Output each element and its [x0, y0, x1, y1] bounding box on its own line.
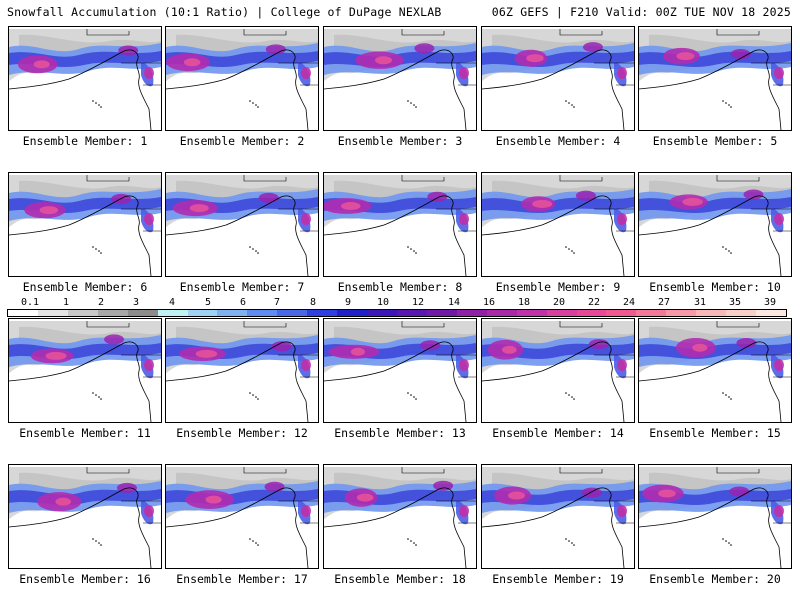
colorbar-tick-label: 1 — [62, 297, 70, 308]
ensemble-map-panel — [8, 172, 162, 277]
colorbar-swatch — [67, 310, 98, 316]
colorbar-swatch — [486, 310, 517, 316]
colorbar-tick-label: 7 — [273, 297, 281, 308]
ensemble-member-label: Ensemble Member: 12 — [176, 426, 308, 440]
colorbar-tick-label: 16 — [482, 297, 496, 308]
colorbar-tick-label: 12 — [411, 297, 425, 308]
ensemble-map-panel — [638, 172, 792, 277]
ensemble-map-panel — [323, 318, 477, 423]
ensemble-map-panel — [638, 318, 792, 423]
colorbar-swatch — [546, 310, 577, 316]
colorbar-swatch — [606, 310, 637, 316]
colorbar-tick-label: 39 — [763, 297, 777, 308]
ensemble-member-label: Ensemble Member: 14 — [492, 426, 624, 440]
ensemble-member-label: Ensemble Member: 9 — [495, 280, 621, 294]
ensemble-map-panel — [165, 26, 319, 131]
map-title: Snowfall Accumulation (10:1 Ratio) | Col… — [7, 5, 442, 19]
colorbar-tick-label: 20 — [552, 297, 566, 308]
colorbar-tick-label: 24 — [622, 297, 636, 308]
colorbar-tick-label: 8 — [309, 297, 317, 308]
colorbar-tick-label: 27 — [657, 297, 671, 308]
ensemble-map-panel — [323, 172, 477, 277]
colorbar-swatch — [367, 310, 397, 316]
ensemble-member-label: Ensemble Member: 18 — [334, 572, 466, 586]
colorbar-swatch — [187, 310, 218, 316]
ensemble-member-label: Ensemble Member: 15 — [649, 426, 781, 440]
ensemble-map-panel — [165, 464, 319, 569]
colorbar-swatch — [636, 310, 667, 316]
colorbar-tick-label: 10 — [376, 297, 390, 308]
colorbar-swatch — [157, 310, 188, 316]
ensemble-map-panel — [165, 318, 319, 423]
colorbar-tick-label: 4 — [168, 297, 176, 308]
colorbar-swatch — [247, 310, 278, 316]
colorbar-swatch — [726, 310, 757, 316]
ensemble-map-panel — [481, 318, 635, 423]
ensemble-map-panel — [481, 26, 635, 131]
ensemble-map-panel — [8, 318, 162, 423]
colorbar-tick-label: 18 — [517, 297, 531, 308]
header: Snowfall Accumulation (10:1 Ratio) | Col… — [0, 0, 800, 22]
colorbar-swatch — [396, 310, 427, 316]
ensemble-map-panel — [323, 26, 477, 131]
ensemble-member-label: Ensemble Member: 6 — [22, 280, 148, 294]
ensemble-member-label: Ensemble Member: 8 — [337, 280, 463, 294]
ensemble-map-panel — [481, 172, 635, 277]
ensemble-member-label: Ensemble Member: 16 — [19, 572, 151, 586]
ensemble-member-label: Ensemble Member: 17 — [176, 572, 308, 586]
colorbar-swatch — [756, 310, 786, 316]
colorbar-tick-label: 0.1 — [20, 297, 40, 308]
ensemble-member-label: Ensemble Member: 10 — [649, 280, 781, 294]
colorbar-swatch — [97, 310, 128, 316]
colorbar-swatch — [307, 310, 338, 316]
model-valid-time: 06Z GEFS | F210 Valid: 00Z TUE NOV 18 20… — [491, 5, 791, 19]
colorbar-swatch — [127, 310, 158, 316]
colorbar-swatch — [576, 310, 607, 316]
ensemble-member-label: Ensemble Member: 4 — [495, 134, 621, 148]
colorbar-swatch — [696, 310, 727, 316]
ensemble-map-panel — [638, 26, 792, 131]
ensemble-map-panel — [8, 26, 162, 131]
colorbar-swatch — [277, 310, 308, 316]
ensemble-member-label: Ensemble Member: 19 — [492, 572, 624, 586]
colorbar-tick-label: 6 — [239, 297, 247, 308]
colorbar-tick-label: 31 — [693, 297, 707, 308]
colorbar-swatch — [8, 310, 38, 316]
ensemble-member-label: Ensemble Member: 7 — [179, 280, 305, 294]
colorbar — [7, 309, 787, 317]
colorbar-tick-label: 2 — [97, 297, 105, 308]
ensemble-map-panel — [323, 464, 477, 569]
colorbar-swatch — [37, 310, 68, 316]
ensemble-map-panel — [165, 172, 319, 277]
colorbar-tick-label: 5 — [204, 297, 212, 308]
colorbar-tick-label: 35 — [728, 297, 742, 308]
ensemble-member-label: Ensemble Member: 11 — [19, 426, 151, 440]
colorbar-tick-label: 22 — [587, 297, 601, 308]
ensemble-member-label: Ensemble Member: 2 — [179, 134, 305, 148]
ensemble-map-panel — [481, 464, 635, 569]
ensemble-member-label: Ensemble Member: 1 — [22, 134, 148, 148]
ensemble-map-panel — [638, 464, 792, 569]
colorbar-swatch — [666, 310, 697, 316]
colorbar-tick-label: 14 — [447, 297, 461, 308]
ensemble-member-label: Ensemble Member: 3 — [337, 134, 463, 148]
colorbar-swatch — [426, 310, 457, 316]
colorbar-swatch — [217, 310, 248, 316]
colorbar-tick-label: 9 — [344, 297, 352, 308]
ensemble-member-label: Ensemble Member: 13 — [334, 426, 466, 440]
colorbar-swatch — [337, 310, 368, 316]
ensemble-member-label: Ensemble Member: 20 — [649, 572, 781, 586]
ensemble-map-panel — [8, 464, 162, 569]
ensemble-member-label: Ensemble Member: 5 — [652, 134, 778, 148]
colorbar-tick-label: 3 — [132, 297, 140, 308]
colorbar-swatch — [516, 310, 547, 316]
colorbar-swatch — [456, 310, 487, 316]
